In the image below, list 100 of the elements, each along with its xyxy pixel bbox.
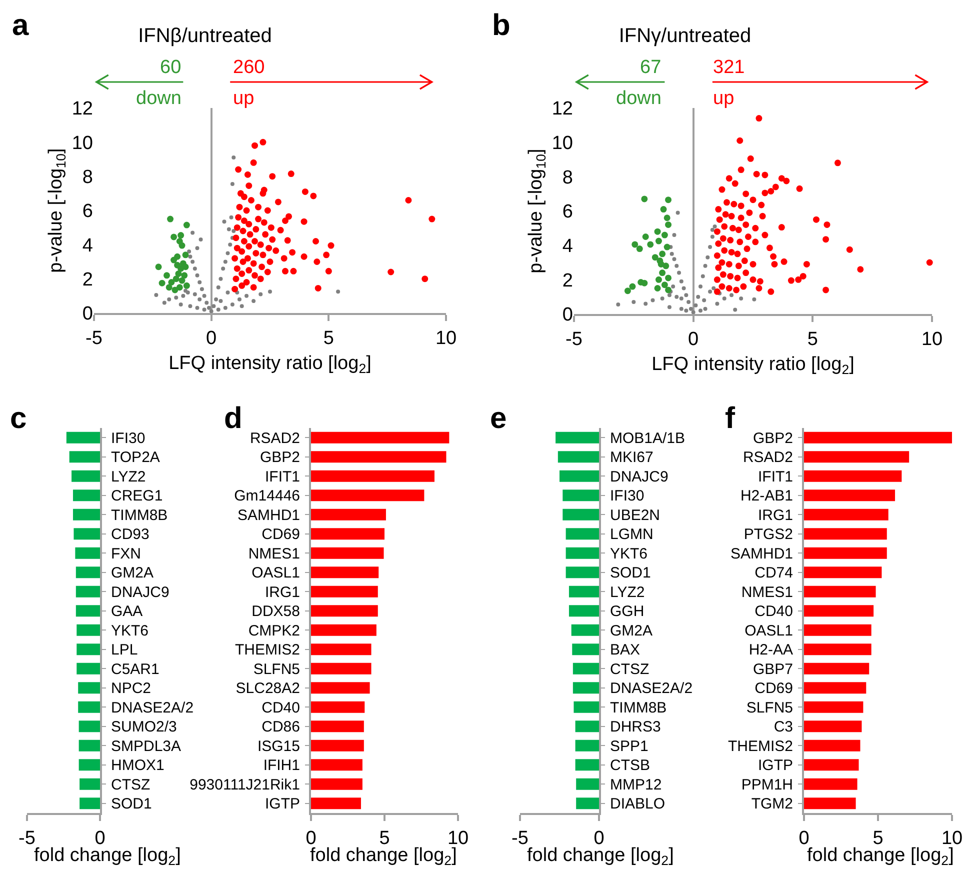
point <box>183 282 190 289</box>
y-tick-label: TIMM8B <box>610 699 667 716</box>
text: e <box>490 402 507 435</box>
point <box>672 257 676 262</box>
y-tick-label: CTSZ <box>111 776 150 794</box>
bar <box>311 566 379 578</box>
point <box>694 303 698 308</box>
y-tick-label: OASL1 <box>252 564 300 582</box>
point <box>661 232 668 238</box>
y-tick-label: SUMO2/3 <box>111 718 177 736</box>
point <box>221 266 226 271</box>
point <box>665 286 672 294</box>
point <box>178 242 186 249</box>
bar <box>311 644 372 656</box>
bar <box>804 508 888 520</box>
bar <box>804 566 882 578</box>
point <box>190 260 195 264</box>
point <box>178 232 184 239</box>
point <box>237 297 242 302</box>
y-tick-label: SLFN5 <box>253 660 300 678</box>
point <box>187 250 192 254</box>
point <box>230 182 234 186</box>
point <box>212 304 216 308</box>
bar <box>311 701 365 713</box>
x-tick-label: -5 <box>18 828 36 849</box>
bar <box>311 778 362 790</box>
y-tick-label: CD93 <box>111 526 150 544</box>
x-tick-label: 10 <box>435 328 457 349</box>
y-tick-label: 2 <box>562 270 573 292</box>
y-tick-label: SMPDL3A <box>111 738 182 755</box>
point <box>223 260 228 264</box>
point <box>192 266 197 271</box>
bar <box>311 547 384 559</box>
point <box>682 286 686 290</box>
point <box>679 296 684 301</box>
bar <box>311 662 372 674</box>
y-tick-label: H2-AB1 <box>740 488 793 505</box>
y-tick-label: NMES1 <box>741 584 793 601</box>
point <box>232 229 236 233</box>
point <box>702 298 706 302</box>
bar <box>311 798 361 810</box>
point <box>195 273 200 278</box>
point <box>684 293 688 298</box>
text: 60 <box>160 57 182 78</box>
annotation: up <box>233 88 254 109</box>
y-tick-label: 8 <box>82 166 93 188</box>
y-tick-label: GM2A <box>610 622 653 640</box>
y-tick-label: THEMIS2 <box>234 642 300 659</box>
point <box>167 216 174 222</box>
point <box>660 296 664 301</box>
y-tick-label: 0 <box>562 304 573 326</box>
point <box>722 296 726 301</box>
bar <box>804 490 896 502</box>
y-tick-label: BAX <box>610 642 640 659</box>
point <box>730 293 734 298</box>
y-tick-label: CD86 <box>262 718 300 736</box>
point <box>172 276 180 282</box>
point <box>664 214 670 222</box>
y-tick-label: LYZ2 <box>111 468 146 486</box>
point <box>703 306 708 311</box>
point <box>178 277 186 284</box>
text: a <box>12 9 29 42</box>
point <box>192 292 197 296</box>
point <box>629 283 636 290</box>
bar <box>804 528 887 540</box>
y-tick-label: IRG1 <box>264 584 300 601</box>
text: 260 <box>233 57 265 78</box>
bar <box>311 528 384 540</box>
y-tick-label: GAA <box>111 603 143 620</box>
point <box>667 293 672 298</box>
point <box>168 279 175 286</box>
point <box>641 196 648 202</box>
y-tick-label: HMOX1 <box>111 757 164 774</box>
y-tick-label: SLFN5 <box>746 699 793 716</box>
y-tick-label: H2-AA <box>748 642 793 659</box>
y-tick-label: NPC2 <box>111 680 152 698</box>
point <box>200 287 204 292</box>
point <box>268 290 272 294</box>
y-tick-label: IFIH1 <box>263 757 300 774</box>
text: c <box>10 402 27 435</box>
point <box>686 300 691 304</box>
point <box>204 300 209 305</box>
y-tick-label: SOD1 <box>111 796 152 813</box>
point <box>632 241 638 248</box>
point <box>209 309 214 314</box>
bar <box>804 605 874 617</box>
point <box>195 246 200 250</box>
y-tick-label: SAMHD1 <box>730 545 793 562</box>
point <box>650 298 655 302</box>
y-tick-label: 12 <box>72 98 93 120</box>
bar <box>311 490 424 502</box>
point <box>641 280 648 286</box>
x-tick-label: 10 <box>921 328 943 350</box>
point <box>158 280 166 286</box>
y-tick-label: 6 <box>562 202 573 223</box>
point <box>222 220 226 224</box>
point <box>703 264 708 268</box>
point <box>226 251 230 256</box>
point <box>708 245 712 250</box>
point <box>182 252 189 258</box>
